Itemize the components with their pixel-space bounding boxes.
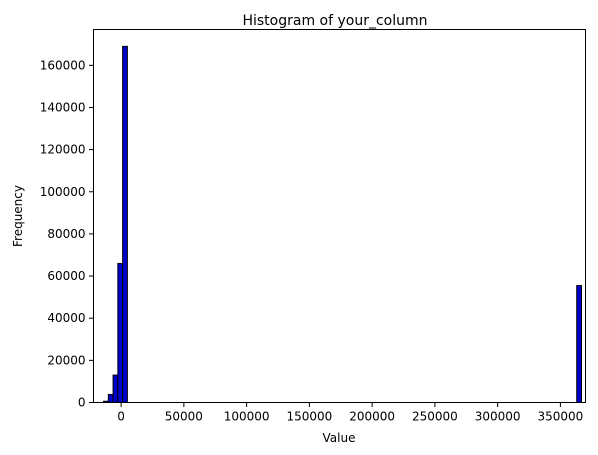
y-tick-label: 0 xyxy=(78,396,86,410)
x-tick-label: 200000 xyxy=(349,410,395,424)
x-tick-label: 50000 xyxy=(165,410,203,424)
histogram-bar xyxy=(117,262,124,403)
y-tick-label: 100000 xyxy=(40,185,86,199)
x-tick-label: 350000 xyxy=(537,410,583,424)
x-tick-label: 100000 xyxy=(224,410,270,424)
y-axis-label: Frequency xyxy=(11,185,25,247)
x-tick-label: 0 xyxy=(117,410,125,424)
bars-group xyxy=(103,45,582,404)
x-axis-label: Value xyxy=(323,431,356,445)
y-tick-label: 140000 xyxy=(40,100,86,114)
y-tick-label: 160000 xyxy=(40,58,86,72)
y-tick-label: 80000 xyxy=(47,227,85,241)
histogram-bar xyxy=(112,374,119,404)
histogram-bar xyxy=(122,45,128,403)
y-tick-label: 120000 xyxy=(40,143,86,157)
y-tick-label: 40000 xyxy=(47,311,85,325)
y-tick-label: 20000 xyxy=(47,353,85,367)
y-tick-label: 60000 xyxy=(47,269,85,283)
histogram-bar xyxy=(107,393,114,404)
histogram-bar xyxy=(576,285,582,403)
x-axis-ticks: 0 50000 100000 150000 200000 250000 300000 3500… xyxy=(117,402,583,424)
chart-title: Histogram of your_column xyxy=(242,13,427,29)
x-tick-label: 150000 xyxy=(286,410,332,424)
plot-frame xyxy=(93,29,586,403)
x-tick-label: 300000 xyxy=(475,410,521,424)
x-tick-label: 250000 xyxy=(412,410,458,424)
y-axis-ticks: 0 20000 40000 60000 80000 100000 120000 140000 1… xyxy=(40,58,94,410)
